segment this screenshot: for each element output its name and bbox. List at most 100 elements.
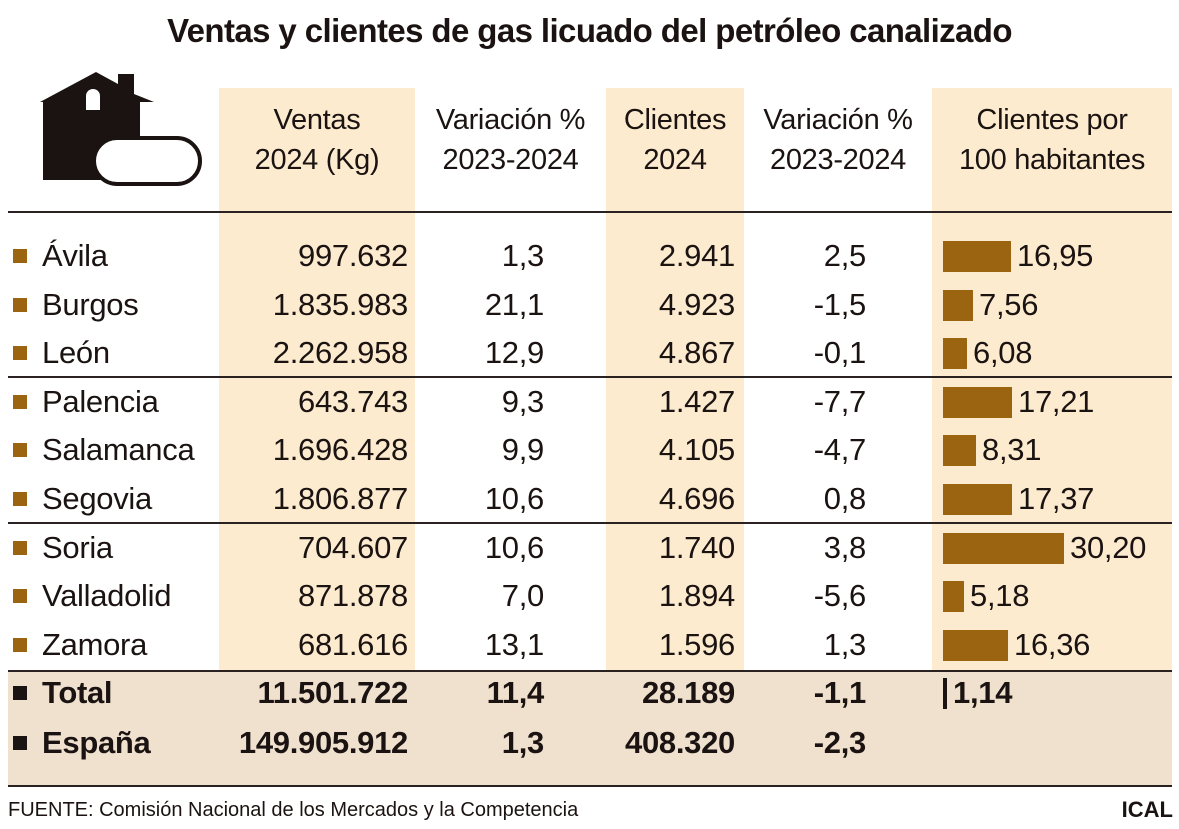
cell-var-ventas: 10,6 — [484, 529, 544, 565]
cell-por100: 30,20 — [1070, 529, 1147, 565]
row-marker — [13, 637, 27, 652]
row-marker — [13, 443, 27, 458]
row-label: Total — [42, 675, 113, 710]
cell-por100: 16,95 — [1017, 238, 1094, 273]
header-var-clientes: Variación % 2023-2024 — [763, 104, 913, 176]
cell-ventas: 704.607 — [298, 529, 408, 565]
cell-var-clientes: -0,1 — [813, 335, 867, 371]
cell-var-ventas: 12,9 — [484, 335, 544, 371]
row-label: Valladolid — [42, 578, 172, 614]
cell-por100: 8,31 — [982, 432, 1042, 468]
source-note: FUENTE: Comisión Nacional de los Mercado… — [8, 799, 579, 821]
cell-clientes: 1.596 — [658, 626, 735, 662]
cell-clientes: 1.740 — [658, 529, 735, 565]
cell-por100: 1,14 — [953, 675, 1013, 710]
cell-var-clientes: 3,8 — [823, 529, 867, 565]
cell-por100: 17,37 — [1018, 481, 1095, 516]
cell-var-ventas: 7,0 — [501, 578, 545, 614]
cell-var-clientes: -5,6 — [813, 578, 867, 614]
cell-por100: 6,08 — [973, 335, 1033, 371]
row-label: Soria — [42, 529, 113, 565]
row-marker — [13, 394, 27, 409]
cell-var-ventas: 11,4 — [486, 675, 545, 710]
cell-ventas: 11.501.722 — [257, 675, 409, 710]
cell-var-ventas: 1,3 — [501, 725, 545, 760]
cell-clientes: 4.867 — [658, 335, 735, 371]
cell-clientes: 1.894 — [658, 578, 735, 614]
row-label: Ávila — [42, 238, 108, 273]
cell-clientes: 4.923 — [658, 286, 735, 322]
cell-ventas: 997.632 — [298, 238, 408, 273]
column-shade-clientes — [606, 88, 744, 670]
cell-clientes: 4.696 — [658, 481, 735, 516]
bar-por100 — [943, 338, 967, 370]
column-shade-por100 — [932, 88, 1172, 670]
cell-var-clientes: 2,5 — [823, 238, 867, 273]
row-label: Burgos — [42, 286, 139, 322]
cell-clientes: 1.427 — [658, 383, 735, 419]
cell-ventas: 871.878 — [298, 578, 408, 614]
row-label: León — [42, 335, 110, 371]
header-ventas: Ventas 2024 (Kg) — [254, 104, 380, 176]
cell-var-ventas: 13,1 — [484, 626, 544, 662]
bar-por100 — [943, 289, 973, 321]
cell-ventas: 1.835.983 — [272, 286, 409, 322]
group-divider — [8, 522, 1172, 524]
cell-var-clientes: -1,1 — [813, 675, 867, 710]
cell-var-clientes: -4,7 — [813, 432, 867, 468]
cell-ventas: 1.696.428 — [272, 432, 409, 468]
row-marker — [13, 297, 27, 312]
cell-clientes: 4.105 — [658, 432, 735, 468]
row-marker — [13, 249, 27, 263]
column-shade-ventas — [219, 88, 415, 670]
chart-title: Ventas y clientes de gas licuado del pet… — [167, 12, 1012, 49]
cell-ventas: 643.743 — [298, 383, 408, 419]
cell-var-clientes: -1,5 — [813, 286, 867, 322]
cell-var-ventas: 1,3 — [501, 238, 545, 273]
cell-ventas: 1.806.877 — [272, 481, 409, 516]
group-divider — [8, 376, 1172, 378]
header-divider — [8, 211, 1172, 213]
cell-var-ventas: 10,6 — [484, 481, 544, 516]
bar-por100 — [943, 435, 976, 467]
totals-box — [8, 670, 1172, 787]
bar-por100 — [943, 484, 1012, 515]
row-label: Palencia — [42, 383, 159, 419]
row-label: Segovia — [42, 481, 152, 516]
cell-var-ventas: 9,3 — [501, 383, 545, 419]
cell-var-clientes: -2,3 — [813, 725, 867, 760]
header-clientes: Clientes 2024 — [623, 104, 727, 176]
cell-var-ventas: 9,9 — [501, 432, 545, 468]
cell-ventas: 2.262.958 — [272, 335, 409, 371]
cell-por100: 5,18 — [970, 578, 1030, 614]
bar-por100 — [943, 629, 1008, 661]
bar-por100 — [943, 241, 1011, 272]
house-gas-tank-icon — [40, 72, 202, 186]
cell-var-clientes: 1,3 — [823, 626, 867, 662]
row-marker — [13, 589, 27, 604]
row-marker — [13, 540, 27, 555]
cell-var-ventas: 21,1 — [484, 286, 544, 322]
row-marker — [13, 492, 27, 506]
row-marker — [13, 686, 27, 700]
row-label: Salamanca — [42, 432, 195, 468]
cell-clientes: 2.941 — [658, 238, 735, 273]
cell-clientes: 408.320 — [625, 725, 735, 760]
cell-ventas: 681.616 — [298, 626, 408, 662]
credit: ICAL — [1121, 797, 1173, 822]
cell-var-clientes: -7,7 — [813, 383, 867, 419]
header-var-ventas: Variación % 2023-2024 — [435, 104, 586, 176]
cell-ventas: 149.905.912 — [238, 725, 408, 760]
cell-por100: 7,56 — [979, 286, 1039, 322]
row-label: Zamora — [42, 626, 148, 662]
cell-por100: 17,21 — [1018, 383, 1095, 419]
bar-por100 — [943, 678, 947, 709]
cell-clientes: 28.189 — [641, 675, 735, 710]
row-marker — [13, 736, 27, 750]
cell-por100: 16,36 — [1014, 626, 1091, 662]
row-marker — [13, 346, 27, 361]
row-label: España — [42, 725, 151, 760]
bar-por100 — [943, 532, 1064, 564]
bar-por100 — [943, 386, 1012, 418]
